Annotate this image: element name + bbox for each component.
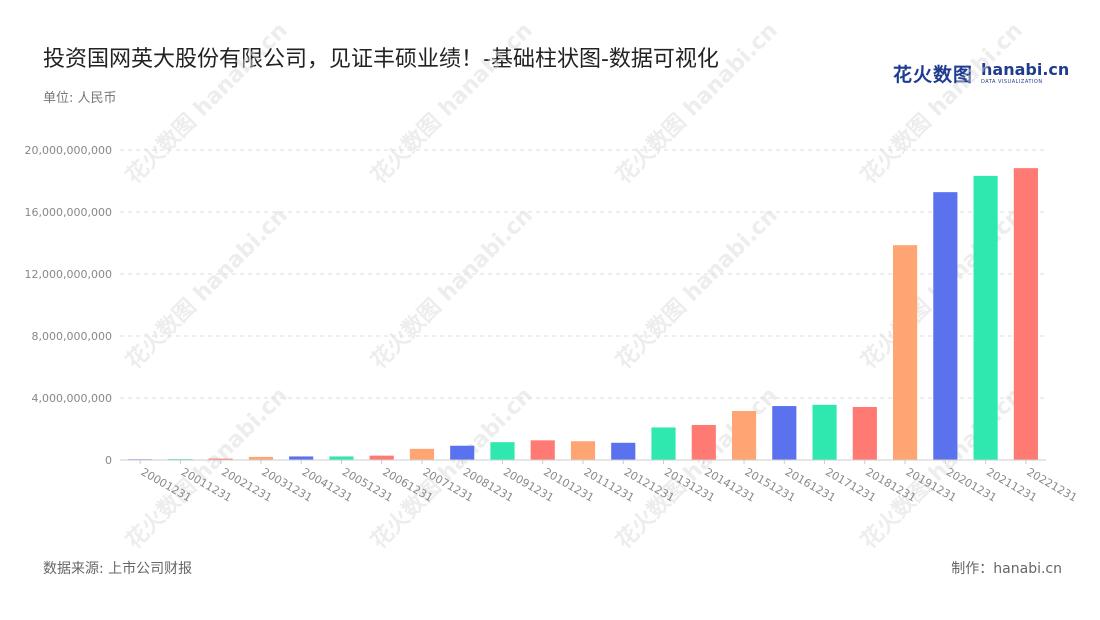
bar[interactable] (530, 440, 555, 460)
bar[interactable] (409, 448, 435, 460)
watermark-text: 花火数图 hanabi.cn (611, 382, 783, 554)
chart-title: 投资国网英大股份有限公司，见证丰硕业绩！-基础柱状图-数据可视化 (43, 47, 719, 72)
bar[interactable] (933, 192, 958, 460)
grid-lines (120, 149, 1046, 399)
bar[interactable] (208, 458, 233, 460)
logo-cn-text: 花火数图 (893, 64, 974, 86)
y-tick-label: 8,000,000,000 (32, 330, 112, 343)
bar[interactable] (289, 456, 314, 460)
y-tick-label: 20,000,000,000 (25, 144, 112, 157)
bar-series (128, 168, 1038, 460)
watermark-text: 花火数图 hanabi.cn (366, 17, 538, 189)
watermark-text: 花火数图 hanabi.cn (121, 17, 293, 189)
logo-en-text: hanabi.cn (981, 60, 1070, 79)
y-axis-ticks: 0 4,000,000,000 8,000,000,000 12,000,000,00… (25, 144, 112, 467)
watermark-layer: 花火数图 hanabi.cn 花火数图 hanabi.cn 花火数图 hanabi.… (121, 17, 1028, 554)
data-source-note: 数据来源: 上市公司财报 (43, 561, 193, 577)
bar[interactable] (691, 424, 716, 460)
watermark-text: 花火数图 hanabi.cn (366, 202, 538, 374)
y-tick-label: 0 (105, 454, 112, 467)
bar[interactable] (369, 455, 394, 460)
bar[interactable] (893, 245, 918, 460)
y-tick-label: 12,000,000,000 (25, 268, 112, 281)
bar[interactable] (973, 175, 998, 460)
bar[interactable] (611, 442, 636, 460)
logo-sub-text: DATA VISUALIZATION (981, 79, 1043, 85)
watermark-text: 花火数图 hanabi.cn (611, 202, 783, 374)
bar[interactable] (1013, 168, 1038, 460)
watermark-text: 花火数图 hanabi.cn (121, 202, 293, 374)
watermark-text: 花火数图 hanabi.cn (611, 17, 783, 189)
y-tick-label: 4,000,000,000 (32, 392, 112, 405)
bar[interactable] (772, 406, 797, 460)
logo-en-block: hanabi.cn DATA VISUALIZATION (981, 62, 1069, 85)
bar[interactable] (812, 404, 837, 460)
bar[interactable] (651, 427, 676, 460)
credit-note: 制作：hanabi.cn (951, 561, 1062, 577)
bar[interactable] (852, 406, 877, 460)
watermark-text: 花火数图 hanabi.cn (856, 17, 1028, 189)
bar[interactable] (570, 441, 596, 460)
bar[interactable] (450, 445, 475, 460)
unit-label: 单位: 人民币 (43, 91, 117, 106)
brand-logo: 花火数图 hanabi.cn DATA VISUALIZATION (893, 60, 1069, 87)
bar[interactable] (731, 411, 757, 460)
bar[interactable] (490, 442, 515, 460)
y-tick-label: 16,000,000,000 (25, 206, 112, 219)
bar[interactable] (248, 456, 273, 460)
bar[interactable] (329, 456, 354, 460)
